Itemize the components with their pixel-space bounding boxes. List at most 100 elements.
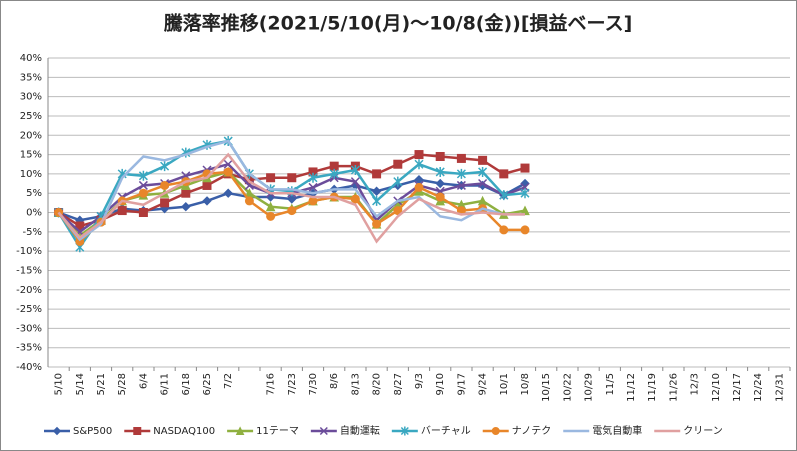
point xyxy=(138,188,148,198)
point xyxy=(372,169,382,179)
x-tick-label: 9/3 xyxy=(414,373,425,389)
x-tick-label: 8/13 xyxy=(350,373,361,395)
x-tick-label: 11/5 xyxy=(605,373,616,395)
legend-label: 自動運転 xyxy=(340,424,380,437)
point xyxy=(308,182,318,192)
point xyxy=(223,159,233,169)
point xyxy=(393,206,403,216)
x-tick-label: 9/24 xyxy=(478,373,489,395)
point xyxy=(329,168,339,179)
point xyxy=(265,201,276,212)
y-tick-label: -25% xyxy=(16,304,42,315)
point xyxy=(372,195,382,206)
point xyxy=(117,206,127,216)
point xyxy=(491,427,500,435)
x-tick-label: 8/27 xyxy=(393,373,404,395)
x-tick-label: 11/12 xyxy=(626,373,637,402)
y-tick-label: 20% xyxy=(20,130,42,141)
x-tick-label: 11/26 xyxy=(668,373,679,402)
point xyxy=(308,172,318,183)
point xyxy=(520,163,530,173)
series-line xyxy=(57,139,525,242)
point xyxy=(435,178,445,189)
point xyxy=(435,166,445,177)
x-tick-label: 7/23 xyxy=(287,373,298,395)
x-tick-label: 9/10 xyxy=(435,373,446,395)
x-tick-label: 12/3 xyxy=(690,373,701,395)
x-tick-label: 7/30 xyxy=(308,373,319,395)
point xyxy=(499,190,509,201)
point xyxy=(266,173,276,183)
point xyxy=(266,211,276,221)
y-tick-label: 35% xyxy=(20,72,42,83)
x-tick-label: 5/10 xyxy=(54,373,65,395)
point xyxy=(160,161,170,172)
point xyxy=(393,176,403,187)
point xyxy=(414,159,424,170)
point xyxy=(350,177,360,187)
point xyxy=(202,180,212,190)
point xyxy=(138,170,148,181)
x-tick-label: 10/1 xyxy=(499,373,510,395)
point xyxy=(456,153,466,163)
y-tick-label: 0% xyxy=(26,208,42,219)
y-tick-label: 30% xyxy=(20,92,42,103)
x-tick-label: 9/17 xyxy=(456,373,467,395)
point xyxy=(138,180,148,190)
x-tick-label: 5/21 xyxy=(96,373,107,395)
legend-label: 11テーマ xyxy=(256,426,299,437)
point xyxy=(202,196,212,206)
y-tick-label: 5% xyxy=(26,188,42,199)
y-tick-label: 40% xyxy=(20,53,42,64)
point xyxy=(520,188,530,199)
chart-title: 騰落率推移(2021/5/10(月)～10/8(金))[損益ベース] xyxy=(163,12,633,35)
point xyxy=(138,208,148,217)
legend-label: NASDAQ100 xyxy=(153,426,215,437)
x-tick-label: 10/29 xyxy=(584,373,595,402)
point xyxy=(414,182,424,192)
point xyxy=(350,194,360,204)
point xyxy=(393,159,403,169)
point xyxy=(52,426,62,436)
point xyxy=(287,173,297,183)
y-tick-label: -40% xyxy=(16,362,42,373)
point xyxy=(499,225,509,235)
point xyxy=(223,188,233,198)
point xyxy=(372,219,382,229)
y-tick-label: -35% xyxy=(16,343,42,354)
y-tick-label: -5% xyxy=(23,227,42,238)
series-line xyxy=(57,152,525,244)
point xyxy=(160,198,170,208)
point xyxy=(244,196,254,206)
point xyxy=(287,194,297,204)
y-tick-label: 10% xyxy=(20,169,42,180)
legend-label: ナノテク xyxy=(512,425,552,437)
point xyxy=(181,201,191,212)
y-tick-label: 15% xyxy=(20,150,42,161)
x-tick-label: 12/10 xyxy=(711,373,722,402)
x-tick-label: 7/16 xyxy=(266,373,277,395)
x-tick-label: 7/2 xyxy=(223,373,234,389)
x-tick-label: 6/11 xyxy=(160,373,171,395)
point xyxy=(478,179,488,189)
point xyxy=(456,180,466,190)
point xyxy=(478,166,488,177)
legend-label: クリーン xyxy=(683,425,723,437)
x-tick-label: 11/19 xyxy=(647,373,658,402)
point xyxy=(400,426,409,436)
x-tick-label: 8/20 xyxy=(372,373,383,395)
point xyxy=(456,168,466,179)
point xyxy=(435,151,445,161)
point xyxy=(520,225,530,235)
legend-label: S&P500 xyxy=(73,426,112,437)
point xyxy=(133,427,142,435)
point xyxy=(181,188,191,198)
x-tick-label: 10/8 xyxy=(520,373,531,395)
point xyxy=(160,180,170,190)
point xyxy=(371,186,382,196)
y-tick-label: -20% xyxy=(16,285,42,296)
x-tick-label: 12/24 xyxy=(753,373,764,402)
point xyxy=(287,206,297,216)
